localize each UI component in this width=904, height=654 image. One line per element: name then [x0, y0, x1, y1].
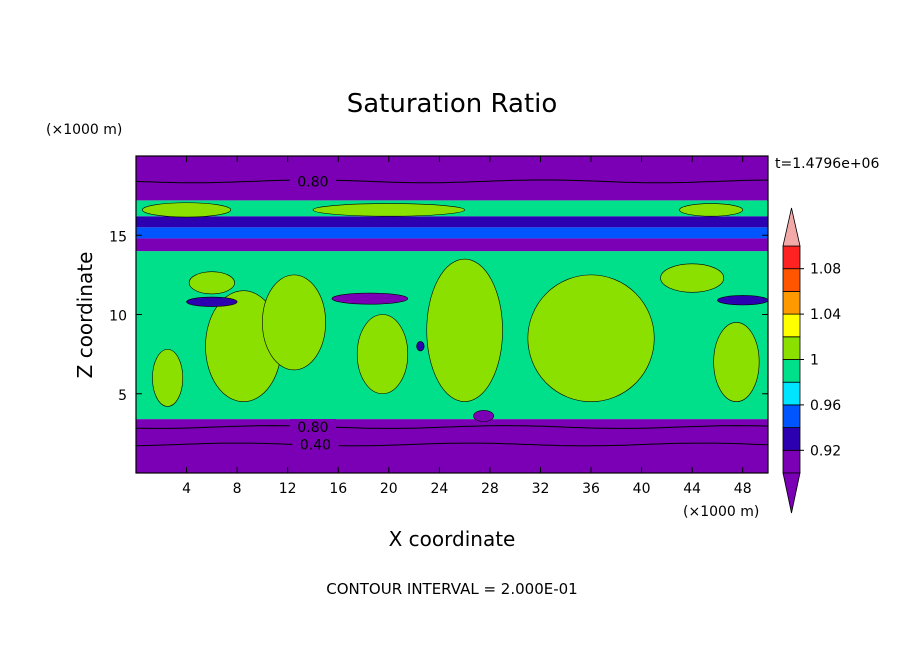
- field-blob-1: [262, 274, 326, 371]
- x-tick-label-3: 16: [329, 481, 347, 497]
- field-blob-2: [356, 314, 409, 395]
- field-blob-8: [188, 271, 235, 295]
- x-tick-label-1: 8: [233, 481, 242, 497]
- contour-label-2: 0.40: [300, 437, 331, 453]
- field-blob-13: [142, 202, 232, 218]
- field-blob-16: [473, 410, 495, 422]
- contour-label-bg-0: [289, 173, 336, 189]
- colorbar-label-0: 0.92: [810, 443, 841, 459]
- field-blob-11: [717, 295, 768, 306]
- field-blob-15: [679, 203, 744, 217]
- field-band-7: [136, 156, 768, 201]
- x-tick-label-6: 28: [481, 481, 499, 497]
- colorbar-segment-6: [782, 313, 801, 338]
- field-blob-4: [527, 274, 655, 402]
- field-band-4: [136, 227, 768, 239]
- field-blob-10: [186, 296, 238, 307]
- colorbar-segment-0: [782, 449, 801, 474]
- colorbar-under-triangle: [782, 472, 801, 514]
- colorbar-segment-5: [782, 336, 801, 360]
- x-tick-label-9: 40: [633, 481, 651, 497]
- y-units-label: (×1000 m): [46, 122, 122, 138]
- contour-interval-footer: CONTOUR INTERVAL = 2.000E-01: [326, 580, 577, 598]
- contour-line-2: [136, 442, 768, 447]
- chart-title: Saturation Ratio: [347, 89, 558, 119]
- heatmap-field: [136, 156, 768, 473]
- contour-label-bg-2: [292, 436, 339, 452]
- x-axis-label: X coordinate: [389, 527, 516, 551]
- colorbar-segment-8: [782, 268, 801, 292]
- colorbar-over-triangle: [782, 207, 801, 247]
- colorbar-segment-2: [782, 404, 801, 428]
- time-label: t=1.4796e+06: [775, 156, 879, 172]
- x-tick-label-7: 32: [532, 481, 550, 497]
- field-blob-3: [426, 258, 503, 402]
- colorbar-label-2: 1: [810, 353, 819, 369]
- colorbar: 0.92 0.96 1 1.04 1.08: [782, 207, 841, 514]
- field-blob-9: [331, 292, 409, 305]
- field-blob-12: [416, 341, 425, 352]
- x-tick-label-4: 20: [380, 481, 398, 497]
- field-blob-14: [312, 203, 465, 217]
- x-tick-label-5: 24: [430, 481, 448, 497]
- colorbar-label-4: 1.08: [810, 262, 841, 278]
- x-units-label: (×1000 m): [683, 504, 759, 520]
- y-axis-label: Z coordinate: [73, 252, 97, 379]
- colorbar-segment-7: [782, 290, 801, 315]
- contour-label-bg-1: [289, 419, 336, 435]
- contour-line-0: [136, 179, 768, 184]
- colorbar-label-3: 1.04: [810, 307, 841, 323]
- y-tick-label-0: 5: [118, 388, 127, 404]
- x-tick-label-0: 4: [182, 481, 191, 497]
- y-tick-label-2: 15: [109, 229, 127, 245]
- field-band-3: [136, 238, 768, 252]
- field-blob-7: [660, 263, 725, 293]
- y-tick-label-1: 10: [109, 309, 127, 325]
- colorbar-segment-1: [782, 427, 801, 451]
- x-tick-label-10: 44: [683, 481, 701, 497]
- contour-line-1: [136, 425, 768, 429]
- x-tick-label-8: 36: [582, 481, 600, 497]
- colorbar-segment-3: [782, 381, 801, 406]
- field-band-5: [136, 216, 768, 228]
- colorbar-label-1: 0.96: [810, 398, 841, 414]
- colorbar-segment-4: [782, 359, 801, 383]
- colorbar-segment-9: [782, 245, 801, 270]
- field-blob-5: [713, 322, 760, 402]
- contour-lines: 0.800.800.40: [136, 173, 768, 453]
- field-blob-6: [152, 349, 184, 407]
- y-axis-ticks: 5 10 15: [109, 229, 768, 404]
- x-tick-label-11: 48: [734, 481, 752, 497]
- x-axis-ticks: 4 8 12 16 20 24 28 32 36 40 44 48: [182, 156, 752, 497]
- contour-label-0: 0.80: [297, 174, 328, 190]
- x-tick-label-2: 12: [279, 481, 297, 497]
- contour-label-1: 0.80: [297, 420, 328, 436]
